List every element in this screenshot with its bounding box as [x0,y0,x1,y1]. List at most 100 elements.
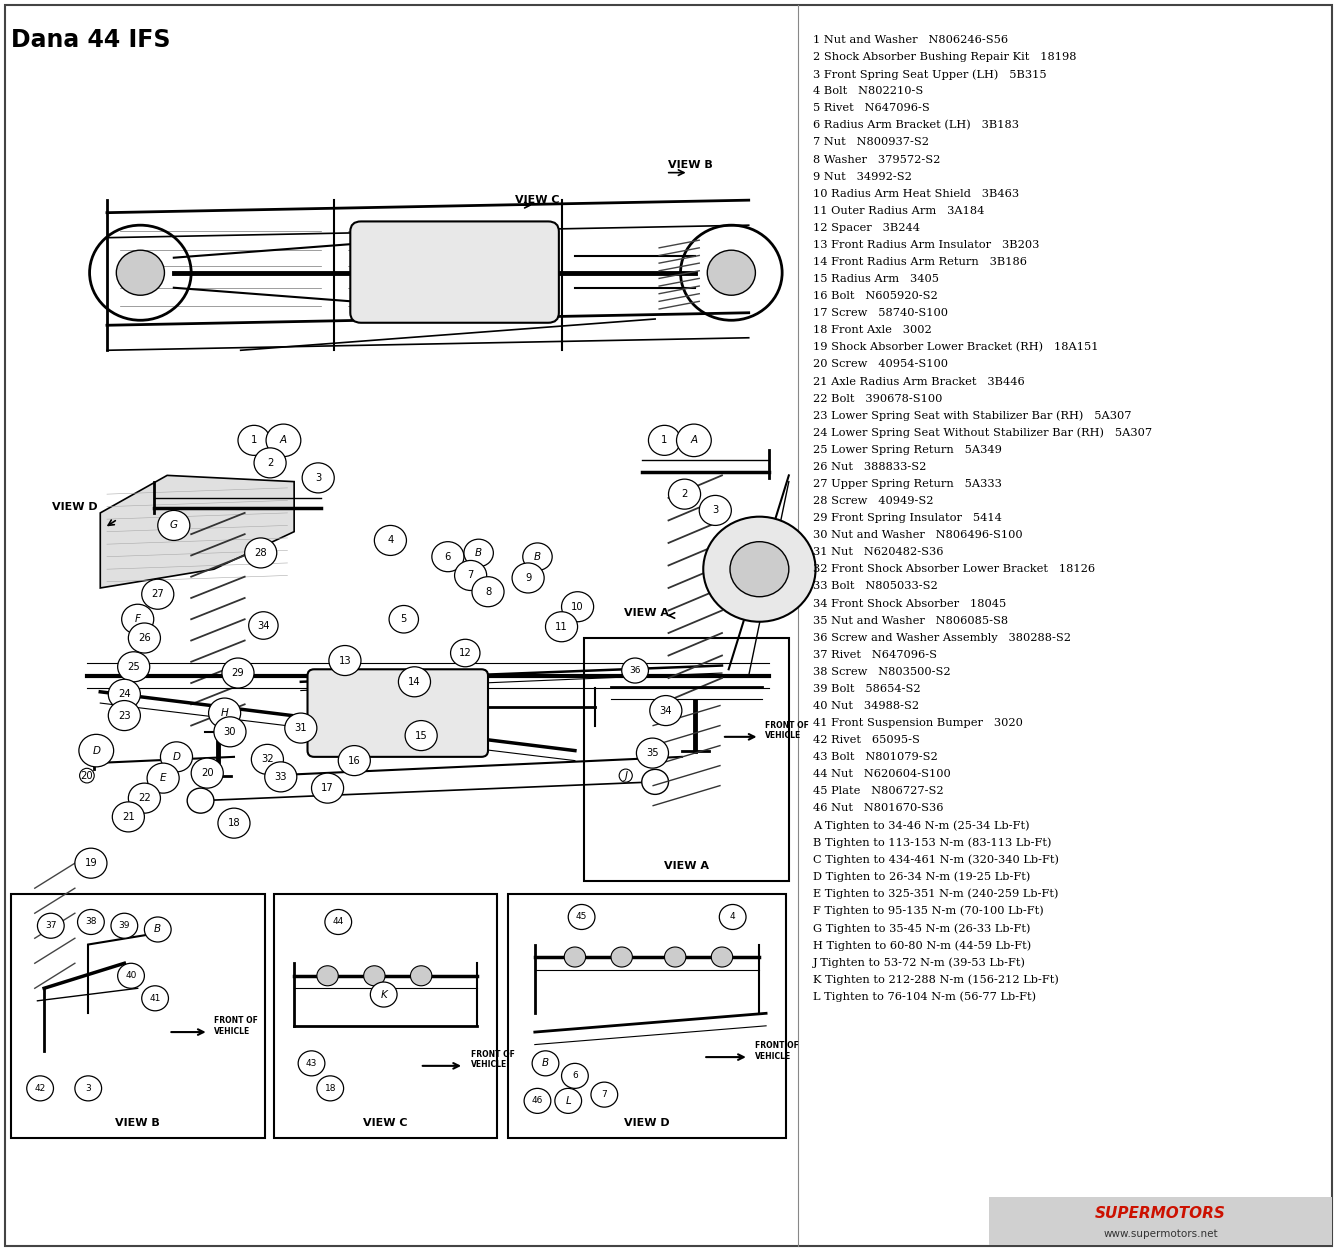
Text: 14: 14 [408,677,421,687]
Circle shape [317,966,338,986]
Text: 26 Nut   388833-S2: 26 Nut 388833-S2 [813,462,927,472]
Text: 42: 42 [35,1083,45,1093]
Circle shape [410,966,432,986]
Text: 41 Front Suspension Bumper   3020: 41 Front Suspension Bumper 3020 [813,718,1023,728]
Text: www.supermotors.net: www.supermotors.net [1103,1230,1218,1240]
Text: 36 Screw and Washer Assembly   380288-S2: 36 Screw and Washer Assembly 380288-S2 [813,633,1071,643]
Text: 14 Front Radius Arm Return   3B186: 14 Front Radius Arm Return 3B186 [813,256,1027,266]
Text: 36: 36 [630,666,640,676]
Text: 6: 6 [445,552,451,562]
Text: 13: 13 [338,656,352,666]
Text: 46: 46 [532,1096,543,1106]
Text: 5 Rivet   N647096-S: 5 Rivet N647096-S [813,104,929,114]
Polygon shape [100,475,294,588]
Circle shape [266,424,301,457]
Text: 22 Bolt   390678-S100: 22 Bolt 390678-S100 [813,394,943,404]
Text: 1: 1 [662,435,667,445]
Circle shape [636,738,668,768]
Text: 45: 45 [576,912,587,922]
Text: 19 Shock Absorber Lower Bracket (RH)   18A151: 19 Shock Absorber Lower Bracket (RH) 18A… [813,343,1099,353]
Circle shape [555,1088,582,1113]
Text: C Tighten to 434-461 N-m (320-340 Lb-Ft): C Tighten to 434-461 N-m (320-340 Lb-Ft) [813,854,1059,866]
Text: E: E [160,773,166,783]
Text: A: A [690,435,698,445]
Text: FRONT OF
VEHICLE: FRONT OF VEHICLE [755,1041,800,1061]
Circle shape [568,904,595,929]
Circle shape [389,605,418,633]
Text: VIEW D: VIEW D [52,502,98,512]
Text: K: K [380,990,388,1000]
Text: 8 Washer   379572-S2: 8 Washer 379572-S2 [813,155,940,165]
FancyBboxPatch shape [350,221,559,323]
Text: B Tighten to 113-153 N-m (83-113 Lb-Ft): B Tighten to 113-153 N-m (83-113 Lb-Ft) [813,838,1051,848]
Text: B: B [533,552,541,562]
Bar [989,1197,1332,1245]
Text: 43: 43 [306,1058,317,1068]
Text: 42 Rivet   65095-S: 42 Rivet 65095-S [813,736,920,746]
Text: 37 Rivet   N647096-S: 37 Rivet N647096-S [813,649,937,659]
Text: FRONT OF
VEHICLE: FRONT OF VEHICLE [214,1016,258,1036]
Text: 43 Bolt   N801079-S2: 43 Bolt N801079-S2 [813,752,937,762]
Text: 44 Nut   N620604-S100: 44 Nut N620604-S100 [813,769,951,779]
Text: 3: 3 [86,1083,91,1093]
Circle shape [472,577,504,607]
Text: 37: 37 [45,921,56,931]
Text: 4: 4 [730,912,735,922]
Text: 39 Bolt   58654-S2: 39 Bolt 58654-S2 [813,684,920,694]
Text: 17: 17 [321,783,334,793]
Text: 33: 33 [274,772,287,782]
Circle shape [37,913,64,938]
Circle shape [111,913,138,938]
Text: 16: 16 [348,756,361,766]
Text: D: D [172,752,180,762]
Circle shape [78,909,104,934]
Text: 11 Outer Radius Arm   3A184: 11 Outer Radius Arm 3A184 [813,206,984,215]
Text: F: F [135,614,140,624]
Text: VIEW B: VIEW B [115,1118,160,1128]
Circle shape [249,612,278,639]
Bar [584,638,789,881]
Text: 34: 34 [257,620,270,631]
Circle shape [128,783,160,813]
Text: 21: 21 [122,812,135,822]
Text: 27: 27 [151,589,164,599]
Text: 10: 10 [571,602,584,612]
Text: G: G [170,520,178,530]
Circle shape [545,612,578,642]
Circle shape [298,1051,325,1076]
Circle shape [622,658,648,683]
Text: 22: 22 [138,793,151,803]
Circle shape [668,479,701,509]
Circle shape [611,947,632,967]
Circle shape [338,746,370,776]
Text: E Tighten to 325-351 N-m (240-259 Lb-Ft): E Tighten to 325-351 N-m (240-259 Lb-Ft) [813,889,1059,899]
Circle shape [265,762,297,792]
Text: 4: 4 [388,535,393,545]
Text: 40 Nut   34988-S2: 40 Nut 34988-S2 [813,701,919,711]
Circle shape [523,543,552,570]
Bar [508,894,786,1138]
Circle shape [642,769,668,794]
Text: 7: 7 [602,1090,607,1100]
Circle shape [160,742,193,772]
Circle shape [719,904,746,929]
Circle shape [650,696,682,726]
Circle shape [325,909,352,934]
Text: D: D [92,746,100,756]
Text: J Tighten to 53-72 N-m (39-53 Lb-Ft): J Tighten to 53-72 N-m (39-53 Lb-Ft) [813,957,1025,968]
Text: 35: 35 [646,748,659,758]
Text: 25 Lower Spring Return   5A349: 25 Lower Spring Return 5A349 [813,445,1001,455]
Circle shape [27,1076,53,1101]
Text: 3: 3 [316,473,321,483]
Circle shape [512,563,544,593]
Text: 17 Screw   58740-S100: 17 Screw 58740-S100 [813,308,948,318]
Circle shape [648,425,681,455]
Text: 23 Lower Spring Seat with Stabilizer Bar (RH)   5A307: 23 Lower Spring Seat with Stabilizer Bar… [813,410,1131,422]
Circle shape [317,1076,344,1101]
Text: B: B [154,924,162,934]
Circle shape [79,734,114,767]
Text: B: B [475,548,483,558]
Circle shape [222,658,254,688]
FancyBboxPatch shape [308,669,488,757]
Circle shape [707,250,755,295]
